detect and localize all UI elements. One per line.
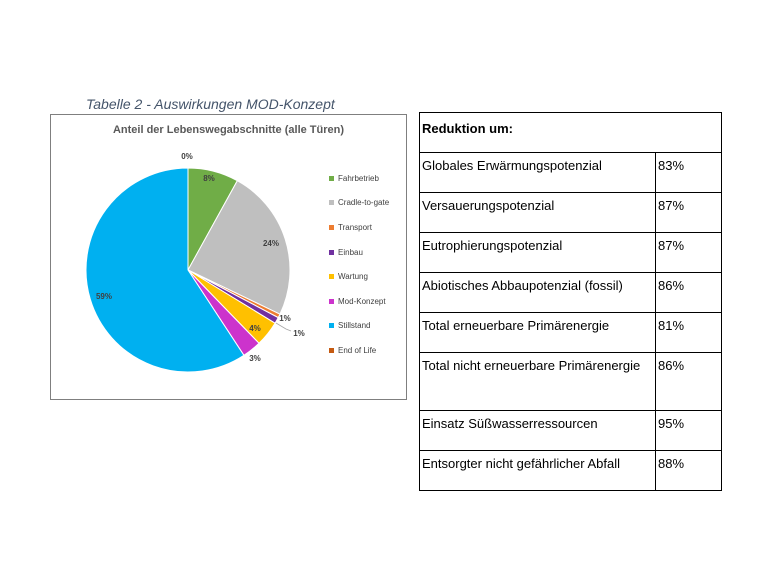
legend-swatch — [329, 175, 334, 181]
data-label: 59% — [96, 292, 112, 301]
legend-label: Fahrbetrieb — [338, 173, 379, 183]
table-header-row: Reduktion um: — [419, 112, 722, 153]
data-label: 8% — [203, 174, 215, 183]
row-value: 87% — [655, 192, 722, 233]
table-header: Reduktion um: — [419, 112, 722, 153]
legend-item: Fahrbetrieb — [329, 166, 389, 191]
table-caption: Tabelle 2 - Auswirkungen MOD-Konzept — [86, 96, 335, 112]
table-row: Globales Erwärmungspotenzial 83% — [419, 152, 722, 193]
row-value: 81% — [655, 312, 722, 353]
table-row: Eutrophierungspotenzial 87% — [419, 232, 722, 273]
data-label: 1% — [279, 314, 291, 323]
row-value: 86% — [655, 272, 722, 313]
data-label: 24% — [263, 239, 279, 248]
table-row: Total erneuerbare Primärenergie 81% — [419, 312, 722, 353]
legend-swatch — [329, 200, 334, 206]
data-label: 0% — [181, 152, 193, 161]
row-label: Eutrophierungspotenzial — [419, 232, 656, 273]
reduction-table: Reduktion um: Globales Erwärmungspotenzi… — [419, 112, 722, 491]
legend-label: Einbau — [338, 247, 363, 257]
table-row: Total nicht erneuerbare Primärenergie 86% — [419, 352, 722, 411]
legend-swatch — [329, 224, 334, 230]
pie-slice-cradle-to-gate — [187, 180, 291, 315]
chart-title: Anteil der Lebenswegabschnitte (alle Tür… — [112, 124, 345, 136]
row-value: 87% — [655, 232, 722, 273]
legend-swatch — [329, 347, 334, 353]
legend-swatch — [329, 323, 334, 329]
legend-label: Transport — [338, 222, 372, 232]
legend-label: End of Life — [338, 345, 377, 355]
row-label: Globales Erwärmungspotenzial — [419, 152, 656, 193]
pie-chart: Anteil der Lebenswegabschnitte (alle Tür… — [50, 114, 407, 400]
legend-item: End of Life — [329, 338, 389, 363]
data-label: 1% — [293, 329, 305, 338]
row-label: Total erneuerbare Primärenergie — [419, 312, 656, 353]
legend-swatch — [329, 274, 334, 280]
row-value: 83% — [655, 152, 722, 193]
pie-slice-stillstand — [85, 167, 245, 373]
legend-item: Stillstand — [329, 314, 389, 339]
data-label: 3% — [249, 354, 261, 363]
data-label: 4% — [249, 324, 261, 333]
pie-svg: 8% 24% 1%1% 4% 3% 59% 0% — [85, 152, 305, 373]
legend-item: Einbau — [329, 240, 389, 265]
legend-label: Stillstand — [338, 321, 371, 331]
leader-line — [275, 322, 292, 332]
legend-label: Wartung — [338, 272, 368, 282]
legend-item: Transport — [329, 215, 389, 240]
row-value: 95% — [655, 410, 722, 451]
row-value: 86% — [655, 352, 722, 411]
table-row: Entsorgter nicht gefährlicher Abfall 88% — [419, 450, 722, 491]
legend-item: Mod-Konzept — [329, 289, 389, 314]
row-label: Einsatz Süßwasserressourcen — [419, 410, 656, 451]
row-label: Entsorgter nicht gefährlicher Abfall — [419, 450, 656, 491]
row-label: Abiotisches Abbaupotenzial (fossil) — [419, 272, 656, 313]
chart-legend: Fahrbetrieb Cradle-to-gate Transport Einbau… — [329, 166, 389, 363]
row-value: 88% — [655, 450, 722, 491]
row-label: Versauerungspotenzial — [419, 192, 656, 233]
table-row: Versauerungspotenzial 87% — [419, 192, 722, 233]
table-row: Abiotisches Abbaupotenzial (fossil) 86% — [419, 272, 722, 313]
row-label: Total nicht erneuerbare Primärenergie — [419, 352, 656, 411]
legend-label: Cradle-to-gate — [338, 198, 390, 208]
legend-swatch — [329, 298, 334, 304]
legend-item: Cradle-to-gate — [329, 191, 389, 216]
table-row: Einsatz Süßwasserressourcen 95% — [419, 410, 722, 451]
legend-label: Mod-Konzept — [338, 296, 386, 306]
legend-item: Wartung — [329, 264, 389, 289]
legend-swatch — [329, 249, 334, 255]
